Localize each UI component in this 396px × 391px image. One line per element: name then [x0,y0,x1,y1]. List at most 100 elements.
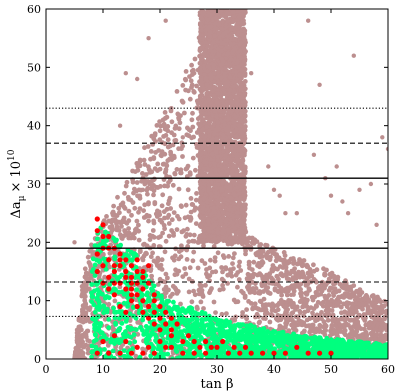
brown-point-2411 [166,201,171,207]
brown-point-2052 [286,298,291,303]
brown-point-222 [163,238,169,244]
brown-point-4989 [215,46,221,52]
brown-point-1259 [211,299,217,305]
brown-point-2097 [344,300,350,305]
brown-point-2022 [121,215,127,221]
brown-point-4690 [212,33,217,39]
brown-point-2214 [149,133,155,139]
brown-point-2595 [188,216,194,222]
brown-point-2517 [355,335,360,340]
brown-point-4837 [213,167,218,173]
brown-point-2131 [117,210,122,216]
brown-point-2477 [158,262,164,268]
brown-point-1443 [102,274,107,280]
brown-point-2366 [115,194,120,200]
brown-point-253 [174,89,180,94]
brown-point-2373 [116,228,122,233]
brown-point-2236 [143,178,148,184]
brown-point-1390 [338,304,344,310]
brown-point-1452 [165,137,171,143]
brown-point-2243 [186,239,192,245]
brown-point-2158 [119,236,125,241]
brown-point-1200 [330,317,335,323]
brown-point-2428 [362,318,368,323]
brown-point-818 [119,224,124,229]
brown-point-2547 [382,316,387,322]
brown-point-1336 [171,257,177,263]
brown-point-1734 [233,299,239,305]
brown-point-2551 [176,268,182,274]
brown-point-2528 [148,186,154,192]
brown-point-1229 [348,325,353,331]
brown-point-2174 [112,212,118,218]
brown-point-4840 [232,134,238,140]
brown-point-1219 [384,336,388,342]
brown-point-2537 [155,282,161,287]
brown-point-4371 [198,122,203,128]
brown-point-296 [382,298,387,304]
brown-point-1208 [152,166,158,172]
brown-point-2419 [192,292,198,298]
brown-point-2106 [360,306,365,312]
brown-point-1911 [190,279,195,284]
brown-point-1382 [145,191,150,197]
brown-point-2360 [289,283,295,289]
brown-point-2594 [131,234,136,240]
brown-point-2218 [354,288,359,294]
brown-point-4863 [206,217,212,223]
brown-point-2376 [123,230,129,236]
brown-point-667 [202,261,208,266]
brown-point-2397 [377,297,382,303]
brown-point-1997 [167,174,173,180]
brown-point-4650 [226,228,231,234]
brown-point-411 [150,228,156,233]
brown-point-2532 [291,276,297,281]
brown-point-799 [124,179,130,185]
brown-point-2004 [267,319,273,325]
brown-point-904 [252,301,258,307]
brown-point-4937 [220,230,226,236]
brown-point-1835 [329,323,335,328]
brown-point-2479 [178,167,184,173]
brown-point-2290 [229,273,235,279]
brown-point-2331 [83,318,88,324]
brown-point-4528 [233,235,239,241]
brown-point-1442 [287,271,293,277]
brown-point-2166 [256,320,262,326]
brown-point-2178 [341,295,347,300]
brown-point-2546 [86,306,91,312]
brown-point-2183 [131,190,136,196]
brown-point-2060 [154,260,159,266]
brown-point-2371 [74,350,79,356]
brown-point-2432 [246,262,252,268]
brown-point-1133 [160,192,166,198]
brown-point-758 [194,83,200,89]
brown-point-4966 [203,75,209,81]
brown-point-4931 [241,44,246,50]
brown-point-4946 [215,201,221,206]
brown-point-1480 [157,166,163,172]
brown-point-2031 [256,251,261,256]
brown-point-2555 [263,275,269,281]
brown-point-1825 [86,286,92,292]
brown-point-4772 [221,179,227,185]
brown-point-2434 [263,307,269,313]
brown-point-2254 [168,206,174,211]
brown-point-1809 [188,128,193,134]
brown-point-2025 [309,294,315,300]
brown-point-1194 [112,298,118,304]
brown-point-908 [136,222,141,228]
brown-point-1397 [136,228,142,234]
brown-point-712 [223,265,229,270]
brown-point-1845 [85,346,91,352]
brown-point-1236 [193,167,198,173]
brown-point-1191 [180,274,186,279]
brown-point-781 [244,307,250,312]
brown-point-1827 [227,267,233,273]
brown-point-2265 [149,178,155,184]
brown-point-2569 [76,317,82,323]
brown-point-2270 [286,287,292,292]
brown-point-4807 [199,215,205,221]
brown-point-990 [331,281,336,287]
brown-point-2450 [365,307,371,313]
